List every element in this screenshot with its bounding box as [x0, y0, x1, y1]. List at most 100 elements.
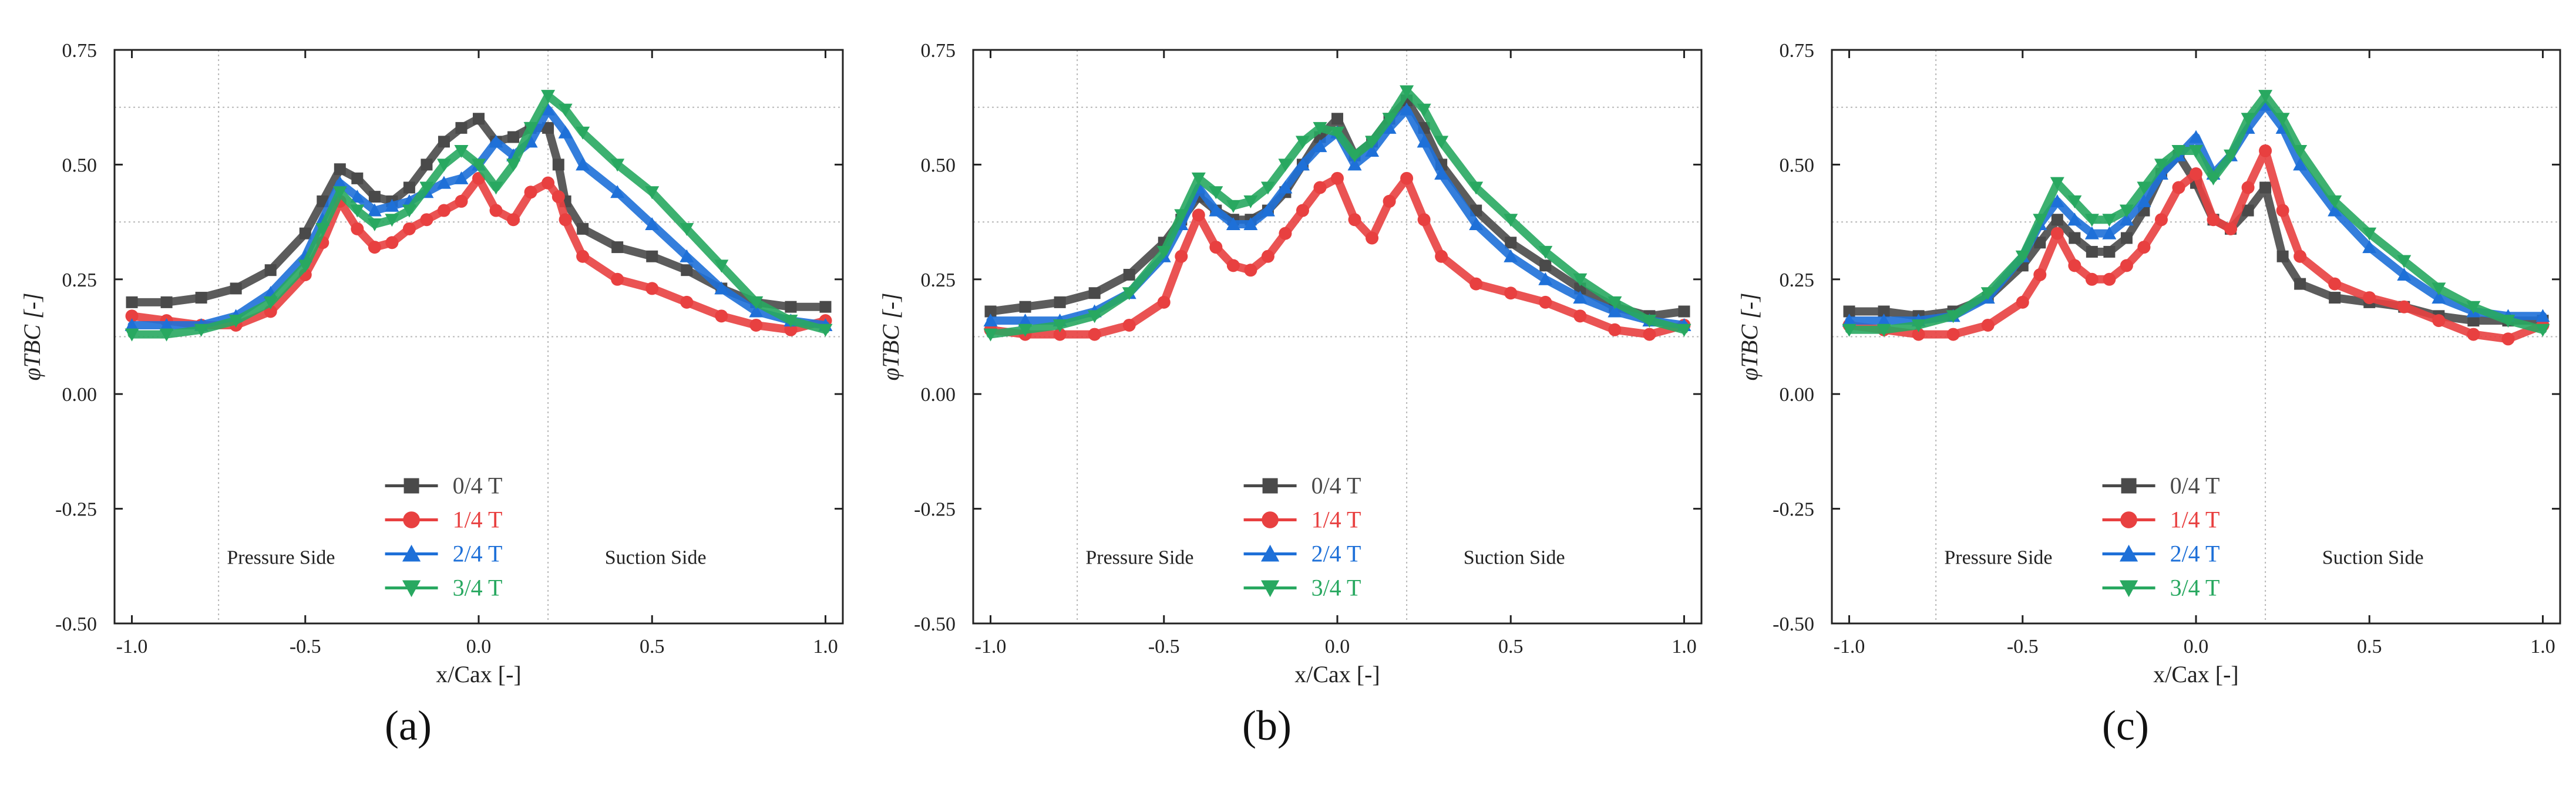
chart-panel-b: 0.75 0.50 0.25 0.00 -0.25 -0.50 -1.0 -0.5 0.0 0.5… [877, 40, 1703, 749]
data-point-marker [367, 203, 382, 217]
data-point-marker [2362, 227, 2377, 241]
legend-label: 3/4 T [1311, 575, 1361, 601]
series-2-4-T [125, 102, 833, 331]
data-point-marker [436, 159, 451, 172]
panel-label: (a) [385, 702, 432, 749]
series-line [127, 92, 830, 339]
data-point-marker [2051, 214, 2063, 226]
data-point-marker [2328, 195, 2342, 208]
data-point-marker [680, 222, 694, 236]
data-point-marker [2293, 249, 2307, 263]
data-point-marker [2293, 157, 2308, 171]
data-point-marker [1260, 544, 1280, 562]
data-point-marker [437, 204, 450, 217]
data-point-marker [2207, 213, 2220, 227]
data-point-marker [1330, 126, 1344, 140]
data-point-marker [2535, 323, 2550, 337]
data-point-marker [1262, 511, 1279, 528]
data-point-marker [2259, 144, 2272, 157]
data-point-marker [403, 511, 420, 528]
data-point-marker [1018, 323, 1033, 337]
data-point-marker [610, 159, 625, 172]
data-point-marker [2084, 226, 2099, 240]
data-point-marker [558, 125, 573, 139]
y-tick-label: 0.75 [1780, 40, 1815, 62]
y-tick-label: -0.50 [1773, 613, 1814, 635]
data-point-marker [1573, 273, 1588, 286]
data-point-marker [1539, 295, 1552, 309]
x-axis-label: x/Cax [-] [436, 661, 522, 687]
data-point-marker [263, 296, 278, 309]
data-point-marker [2068, 259, 2081, 272]
x-axis: -1.0 -0.5 0.0 0.5 1.0 [116, 50, 838, 658]
y-axis-label: φTBC [-] [877, 293, 904, 381]
data-point-marker [2102, 214, 2117, 227]
data-point-marker [715, 309, 728, 323]
data-point-marker [1842, 313, 1857, 327]
data-point-marker [1209, 186, 1223, 200]
data-point-marker [489, 181, 503, 195]
data-point-marker [1122, 318, 1136, 332]
data-point-marker [1157, 295, 1171, 309]
data-point-marker [1019, 301, 1031, 313]
side-annotations: Pressure Side Suction Side [1085, 547, 1565, 568]
data-point-marker [2120, 232, 2133, 244]
data-point-marker [2119, 213, 2134, 226]
data-point-marker [785, 301, 797, 313]
data-point-marker [2501, 315, 2516, 328]
data-point-marker [552, 159, 564, 171]
data-point-marker [1573, 309, 1587, 323]
legend-label: 2/4 T [453, 541, 503, 567]
data-point-marker [2154, 167, 2168, 180]
data-point-marker [1052, 319, 1067, 332]
data-point-marker [2466, 301, 2481, 314]
data-point-marker [2293, 144, 2308, 158]
data-point-marker [1417, 134, 1431, 148]
data-point-marker [420, 213, 433, 227]
data-point-marker [506, 159, 521, 172]
data-point-marker [983, 313, 998, 327]
data-point-marker [2119, 204, 2134, 218]
data-point-marker [1417, 213, 1431, 227]
data-point-marker [299, 227, 311, 240]
data-point-marker [2050, 194, 2064, 207]
data-point-marker [1331, 113, 1343, 125]
data-point-marker [403, 478, 419, 494]
data-point-marker [1260, 181, 1275, 195]
data-point-marker [541, 102, 556, 116]
data-point-marker [2050, 177, 2064, 190]
data-point-marker [2085, 272, 2099, 286]
data-point-marker [818, 323, 833, 337]
x-tick-label: 0.5 [640, 636, 665, 658]
y-tick-label: -0.25 [1773, 499, 1814, 521]
data-point-marker [2329, 292, 2341, 304]
x-tick-label: 0.5 [1498, 636, 1524, 658]
data-point-marker [2016, 295, 2029, 309]
data-point-marker [2119, 544, 2138, 562]
data-point-marker [645, 186, 660, 200]
suction-side-label: Suction Side [2322, 547, 2424, 568]
data-point-marker [2189, 130, 2203, 143]
data-point-marker [194, 323, 208, 337]
data-point-marker [2103, 245, 2116, 258]
data-point-marker [159, 318, 174, 331]
data-point-marker [1123, 268, 1135, 281]
x-tick-label: -1.0 [975, 636, 1007, 658]
data-point-marker [2119, 580, 2138, 598]
data-point-marker [421, 159, 433, 171]
data-point-marker [984, 305, 997, 318]
data-point-marker [195, 292, 207, 304]
data-point-marker [1331, 171, 1344, 185]
data-point-marker [2294, 278, 2306, 290]
data-point-marker [1912, 328, 1925, 341]
data-point-marker [1469, 181, 1484, 195]
x-tick-label: 0.5 [2357, 636, 2382, 658]
data-point-marker [551, 190, 565, 204]
y-tick-label: 0.25 [921, 269, 956, 291]
data-point-marker [2015, 250, 2030, 264]
series-markers [125, 102, 833, 331]
legend-label: 1/4 T [1311, 507, 1361, 533]
data-point-marker [2328, 203, 2342, 217]
data-point-marker [681, 264, 693, 277]
data-point-marker [983, 328, 998, 342]
